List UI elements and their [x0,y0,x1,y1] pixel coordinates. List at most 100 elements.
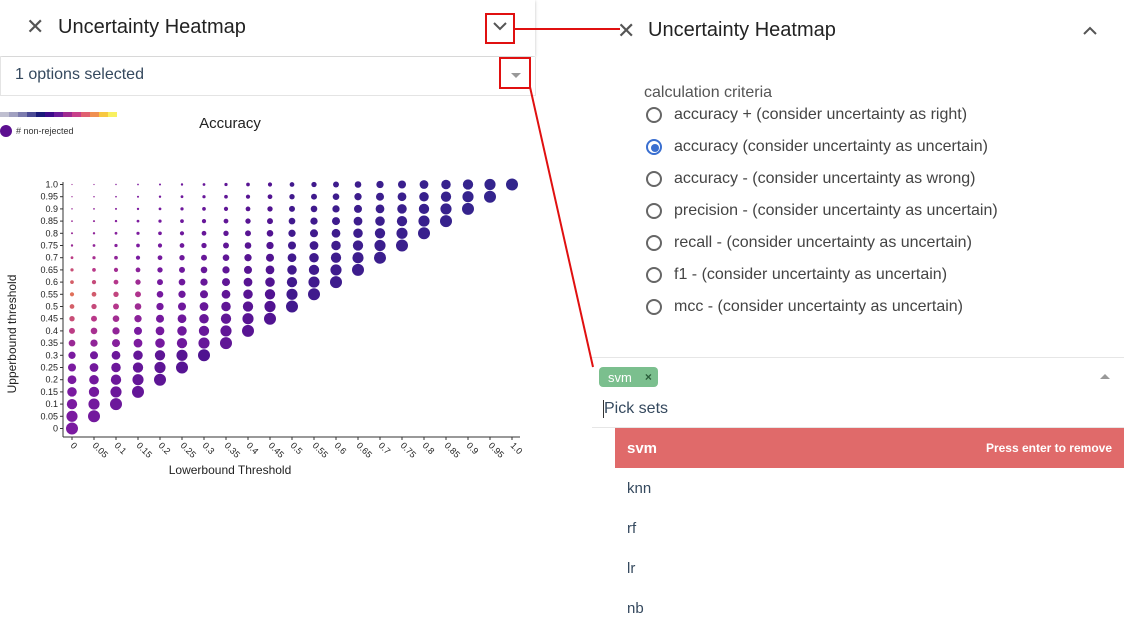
data-point [69,316,75,322]
x-tick-label: 1.0 [509,440,525,456]
option-label: svm [627,439,658,457]
data-point [178,278,186,286]
data-point [66,398,78,410]
data-point [287,253,297,263]
radio-option[interactable]: accuracy (consider uncertainty as uncert… [646,136,988,158]
data-point [440,191,452,202]
x-tick-label: 0.9 [465,440,481,456]
radio-option[interactable]: accuracy + (consider uncertainty as righ… [646,104,967,126]
data-point [223,242,229,249]
radio-option[interactable]: f1 - (consider uncertainty as uncertain) [646,264,947,286]
data-point [288,229,296,237]
data-point [90,327,98,335]
data-point [157,243,163,248]
y-tick-label: 0.8 [45,228,58,238]
data-point [243,277,253,287]
data-point [201,230,207,236]
y-tick-label: 0.7 [45,253,58,263]
sets-select[interactable]: 1 options selected [0,57,536,96]
option-nb[interactable]: nb [615,588,1124,628]
option-rf[interactable]: rf [615,508,1124,548]
data-point [136,195,140,198]
close-icon[interactable]: ✕ [26,15,45,40]
data-point [376,180,384,189]
data-point [308,264,320,276]
radio-button[interactable] [646,235,662,251]
data-point [462,191,474,203]
data-point [154,350,166,361]
radio-button[interactable] [646,299,662,315]
option-knn[interactable]: knn [615,468,1124,508]
close-icon[interactable]: ✕ [617,19,636,44]
dropdown-arrow-icon[interactable] [511,73,521,78]
data-point [132,362,144,373]
pick-sets-input[interactable]: Pick sets [604,400,669,417]
y-tick-label: 0.4 [45,326,58,336]
data-point [333,181,339,188]
data-point [70,244,74,247]
tag-label: svm [608,369,632,385]
legend-swatch [36,112,45,117]
data-point [418,215,430,227]
legend-swatch [90,112,99,117]
divider [592,427,1124,428]
data-point [264,312,276,325]
data-point [352,263,364,276]
color-legend [0,112,117,117]
legend-swatch [27,112,36,117]
radio-button[interactable] [646,267,662,283]
data-point [310,217,318,225]
data-point [330,264,342,276]
data-point [90,339,98,347]
data-point [311,193,317,200]
radio-button[interactable] [646,171,662,187]
y-tick-label: 0.6 [45,277,58,287]
data-point [69,292,75,297]
accuracy-chart: Accuracy Upperbound threshold Lowerbound… [5,115,525,477]
radio-option[interactable]: recall - (consider uncertainty as uncert… [646,232,972,254]
data-point [114,219,118,223]
x-tick-label: 0.45 [267,440,286,459]
data-point [110,386,122,398]
data-point [110,398,122,411]
radio-button[interactable] [646,107,662,123]
data-point [91,315,97,322]
dropdown-arrow-up-icon[interactable] [1100,374,1110,379]
data-point [199,313,209,324]
data-point [176,337,188,349]
y-tick-label: 0.3 [45,350,58,360]
radio-button[interactable] [646,203,662,219]
data-point [484,178,496,191]
tag-remove-icon[interactable]: × [644,370,652,384]
y-tick-label: 0.05 [40,411,58,421]
data-point [374,239,386,252]
chevron-up-icon[interactable] [1082,24,1098,42]
data-point [286,288,298,300]
data-point [180,183,184,186]
data-point [111,339,121,348]
x-tick-label: 0.95 [487,440,506,459]
data-point [110,374,122,385]
option-svm[interactable]: svm Press enter to remove [615,428,1124,468]
left-panel-header: ✕ Uncertainty Heatmap [0,0,535,56]
legend-swatch [81,112,90,117]
data-point [331,240,341,251]
data-point [246,182,250,187]
radio-option[interactable]: precision - (consider uncertainty as unc… [646,200,998,222]
chevron-down-icon[interactable] [492,19,508,37]
data-point [158,183,162,186]
data-point [396,227,408,239]
data-point [223,218,229,224]
radio-option[interactable]: mcc - (consider uncertainty as uncertain… [646,296,963,318]
data-point [135,267,141,273]
radio-option[interactable]: accuracy - (consider uncertainty as wron… [646,168,975,190]
data-point [111,362,121,373]
radio-button[interactable] [646,139,662,155]
data-point [114,255,118,260]
x-tick-label: 0.05 [91,440,110,459]
option-lr[interactable]: lr [615,548,1124,588]
data-point [71,220,73,222]
data-point [115,195,117,198]
x-tick-label: 0.1 [113,440,129,456]
x-tick-label: 0.7 [377,440,393,456]
